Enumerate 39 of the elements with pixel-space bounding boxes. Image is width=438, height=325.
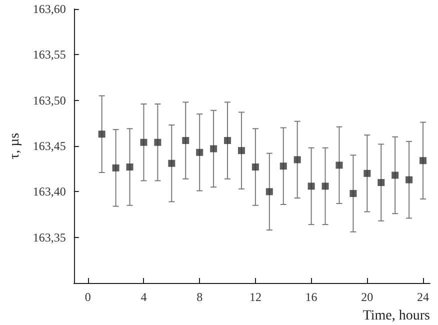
point xyxy=(336,162,343,169)
point xyxy=(168,160,176,167)
point xyxy=(196,148,204,156)
point xyxy=(224,137,232,144)
point xyxy=(154,138,162,146)
x-tick-label: 12 xyxy=(249,290,262,304)
y-tick-label: 163,50 xyxy=(32,93,66,108)
point xyxy=(210,145,218,152)
point xyxy=(406,176,413,184)
point xyxy=(238,147,245,154)
y-tick-label: 163,40 xyxy=(32,184,66,199)
point xyxy=(420,157,427,164)
point xyxy=(294,156,301,164)
y-tick-label: 163,35 xyxy=(32,230,66,244)
point xyxy=(98,130,106,138)
y-tick-label: 163,55 xyxy=(32,48,66,62)
point xyxy=(308,182,315,190)
y-tick-label: 163,60 xyxy=(32,2,66,16)
y-tick-label: 163,45 xyxy=(32,139,66,153)
x-tick-label: 8 xyxy=(196,290,203,304)
x-tick-label: 0 xyxy=(84,290,91,304)
point xyxy=(140,138,148,146)
point xyxy=(182,137,190,144)
point xyxy=(280,162,287,170)
point xyxy=(364,170,371,177)
x-tick-label: 24 xyxy=(417,290,430,304)
point xyxy=(392,172,399,179)
x-tick-label: 20 xyxy=(361,290,374,304)
point xyxy=(252,164,259,171)
x-axis-title: Time, hours xyxy=(362,308,430,324)
point xyxy=(266,188,273,196)
point xyxy=(378,179,385,186)
y-axis-title: τ, µs xyxy=(8,132,22,160)
point xyxy=(350,190,357,197)
x-tick-label: 16 xyxy=(305,290,318,304)
x-tick-label: 4 xyxy=(140,290,147,304)
point xyxy=(126,164,134,171)
point xyxy=(322,182,329,190)
point xyxy=(112,164,120,172)
